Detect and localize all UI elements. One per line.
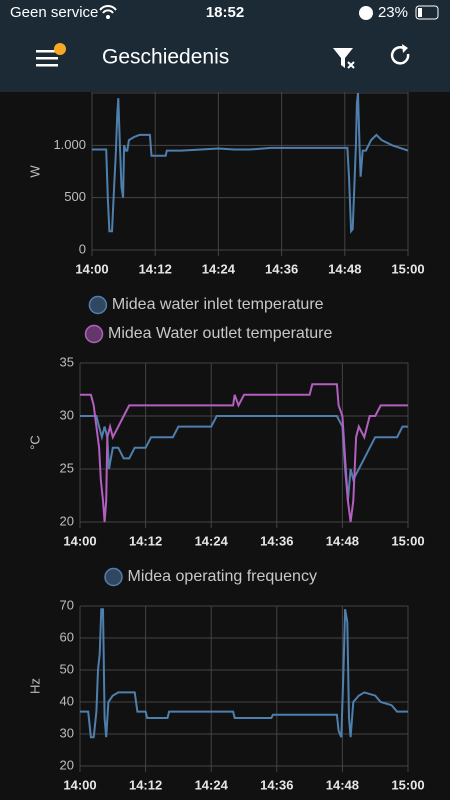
series-line — [80, 383, 408, 523]
filter-x — [347, 61, 355, 69]
x-tick-label: 14:48 — [326, 777, 359, 792]
page-title: Geschiedenis — [102, 46, 229, 69]
menu-bar — [36, 64, 58, 67]
y-tick-label: 20 — [60, 513, 74, 528]
refresh-arrow — [402, 44, 408, 53]
x-tick-label: 14:48 — [328, 261, 361, 276]
y-tick-label: 25 — [60, 460, 74, 475]
legend-label: Midea operating frequency — [128, 568, 317, 585]
refresh-button[interactable] — [390, 46, 410, 65]
x-tick-label: 14:36 — [260, 533, 293, 548]
filter-clear-button[interactable] — [333, 48, 353, 68]
x-tick-label: 14:24 — [202, 261, 236, 276]
x-tick-label: 14:48 — [326, 533, 359, 548]
x-tick-label: 14:24 — [195, 533, 229, 548]
y-tick-label: 30 — [60, 407, 74, 422]
x-tick-label: 14:12 — [129, 533, 162, 548]
carrier: Geen service — [10, 4, 98, 21]
x-tick-label: 14:00 — [63, 533, 96, 548]
legend-label: Midea water inlet temperature — [112, 296, 324, 313]
y-axis-label: W — [27, 165, 42, 178]
y-tick-label: 0 — [79, 241, 86, 256]
y-tick-label: 60 — [60, 629, 74, 644]
y-tick-label: 35 — [60, 354, 74, 369]
x-tick-label: 14:12 — [139, 261, 172, 276]
series-line — [92, 92, 409, 235]
y-tick-label: 30 — [60, 725, 74, 740]
charts: 0 500 1.000 14:00 14:12 14:24 14:36 14:48 15:00 W… — [27, 92, 425, 792]
menu-button[interactable] — [36, 43, 66, 67]
x-tick-label: 15:00 — [391, 261, 424, 276]
legend-label: Midea Water outlet temperature — [108, 325, 333, 342]
battery-icon — [415, 5, 439, 20]
location-icon — [359, 6, 373, 20]
wifi-dot — [106, 15, 110, 19]
y-tick-label: 50 — [60, 661, 74, 676]
battery-level — [418, 8, 422, 17]
x-tick-label: 14:24 — [195, 777, 229, 792]
y-tick-label: 1.000 — [53, 137, 86, 152]
app-bar — [0, 0, 450, 92]
x-tick-label: 14:00 — [63, 777, 96, 792]
y-tick-label: 20 — [60, 757, 74, 772]
y-axis-label: Hz — [27, 678, 42, 694]
legend-swatch — [88, 295, 108, 315]
x-tick-label: 15:00 — [391, 777, 424, 792]
x-tick-label: 14:12 — [129, 777, 162, 792]
menu-bar — [36, 57, 58, 60]
legend-swatch — [84, 324, 104, 344]
notification-dot — [54, 43, 66, 55]
battery-percent: 23% — [378, 4, 408, 21]
menu-bar — [36, 50, 58, 53]
wifi-icon — [99, 5, 117, 14]
x-tick-label: 14:36 — [260, 777, 293, 792]
y-axis-label: °C — [27, 435, 42, 450]
y-tick-label: 40 — [60, 693, 74, 708]
series-line — [80, 608, 408, 739]
x-tick-label: 14:36 — [265, 261, 298, 276]
y-tick-label: 70 — [60, 597, 74, 612]
x-tick-label: 14:00 — [75, 261, 108, 276]
x-tick-label: 15:00 — [391, 533, 424, 548]
clock: 18:52 — [206, 4, 244, 21]
legend-swatch — [104, 567, 123, 587]
y-tick-label: 500 — [64, 189, 86, 204]
